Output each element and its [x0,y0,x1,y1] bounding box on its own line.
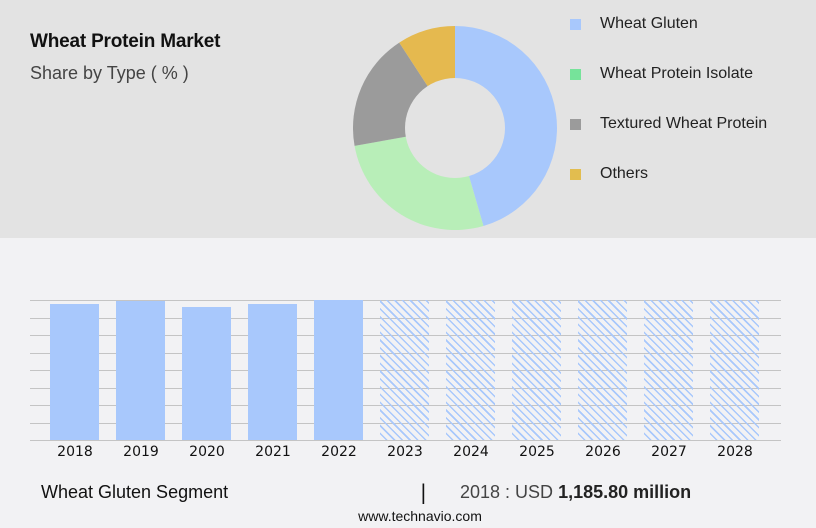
bar-2027 [644,300,693,440]
bar-2019 [116,300,165,440]
x-axis-label: 2028 [717,444,753,460]
page-title: Wheat Protein Market [30,31,221,52]
x-axis-label: 2018 [57,444,93,460]
segment-label: Wheat Gluten Segment [41,482,229,502]
legend-item-wheat-gluten: Wheat Gluten [570,12,698,36]
bar-2020 [182,306,231,440]
segment-value-amount: 1,185.80 million [558,482,692,502]
x-axis-label: 2027 [651,444,687,460]
legend-item-others: Others [570,162,648,186]
bar-2026 [578,300,627,440]
source-link[interactable]: www.technavio.com [358,508,482,524]
donut-slice-wheat-gluten [455,26,557,226]
bar-2028 [710,300,759,440]
segment-value: 2018 : USD 1,185.80 million [460,482,691,503]
grid-line [30,440,781,441]
legend-label: Others [600,165,649,182]
footer-separator: | [420,480,427,504]
bar-2023 [380,300,429,440]
x-axis-label: 2023 [387,444,423,460]
legend-item-wheat-protein-isolate: Wheat Protein Isolate [570,62,753,86]
legend-label: Wheat Protein Isolate [600,65,753,82]
bar-2024 [446,300,495,440]
donut-chart [353,26,557,230]
legend-swatch [570,168,581,180]
legend-swatch [570,68,581,80]
bar-2021 [248,304,297,440]
page-subtitle: Share by Type ( % ) [30,63,189,83]
header-panel: Wheat Protein Market Share by Type ( % )… [0,0,816,238]
x-axis-label: 2024 [453,444,489,460]
bar-2025 [512,300,561,440]
bar-chart: 2018 2019 2020 2021 2022 2023 2024 2025 2026 2027… [0,238,816,468]
legend-swatch [570,18,581,30]
x-axis-label: 2025 [519,444,555,460]
bar-2018 [50,303,99,440]
segment-year-prefix: 2018 : USD [460,482,554,502]
legend-item-textured-wheat-protein: Textured Wheat Protein [570,112,767,136]
x-axis-label: 2026 [585,444,621,460]
bar-2022 [314,300,363,440]
x-axis-label: 2022 [321,444,357,460]
x-axis-label: 2019 [123,444,159,460]
legend-label: Wheat Gluten [600,15,698,32]
legend-label: Textured Wheat Protein [600,115,768,132]
x-axis-label: 2021 [255,444,291,460]
x-axis-label: 2020 [189,444,225,460]
legend-swatch [570,118,581,130]
